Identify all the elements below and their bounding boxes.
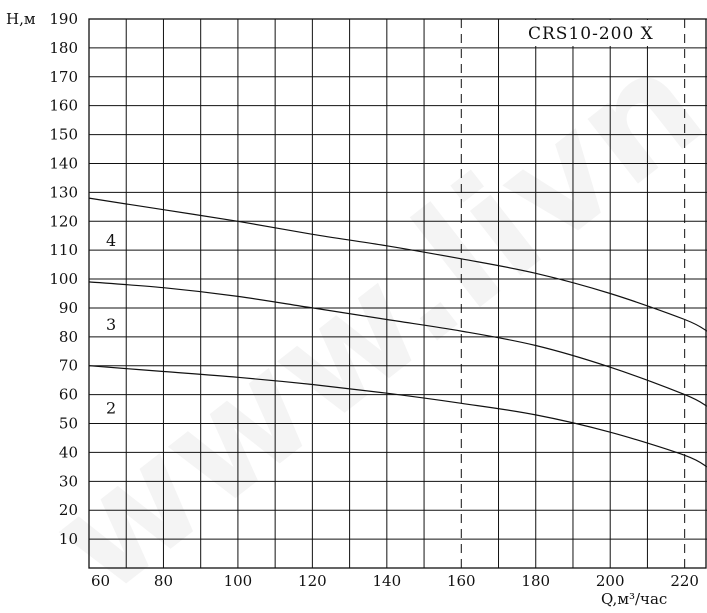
x-tick-180: 180 (521, 572, 550, 590)
x-tick-140: 140 (373, 572, 402, 590)
y-tick-50: 50 (59, 415, 78, 433)
y-tick-10: 10 (59, 530, 78, 548)
curve-2 (88, 365, 707, 468)
chart-title: CRS10-200 X (528, 24, 654, 44)
y-tick-120: 120 (49, 212, 78, 230)
curve-4 (88, 197, 707, 332)
x-axis-label: Q,м³/час (601, 590, 667, 608)
grid (89, 18, 707, 568)
y-tick-110: 110 (49, 241, 78, 259)
plot-frame (88, 18, 707, 569)
y-tick-labels: 10 20 30 40 50 60 70 80 90 100 110 120 130 140 150 160 1… (49, 10, 78, 548)
curve-label-2: 2 (106, 399, 116, 418)
curve-labels: 2 3 4 (106, 231, 116, 418)
y-tick-40: 40 (59, 443, 78, 461)
curve-label-3: 3 (106, 315, 116, 334)
y-tick-80: 80 (59, 328, 78, 346)
y-tick-30: 30 (59, 472, 78, 490)
y-tick-160: 160 (49, 97, 78, 115)
x-tick-220: 220 (670, 572, 699, 590)
y-tick-180: 180 (49, 39, 78, 57)
x-tick-200: 200 (596, 572, 625, 590)
y-tick-130: 130 (49, 183, 78, 201)
y-tick-90: 90 (59, 299, 78, 317)
watermark: www.livn (20, 17, 707, 613)
curve-label-4: 4 (106, 231, 116, 250)
curves (88, 197, 707, 468)
y-tick-20: 20 (59, 501, 78, 519)
y-tick-70: 70 (59, 357, 78, 375)
y-tick-190: 190 (49, 10, 78, 28)
y-tick-150: 150 (49, 126, 78, 144)
x-tick-60: 60 (91, 572, 110, 590)
x-tick-100: 100 (224, 572, 253, 590)
x-tick-80: 80 (154, 572, 173, 590)
curve-3 (88, 281, 707, 407)
x-tick-labels: 60 80 100 120 140 160 180 200 220 (91, 572, 699, 590)
y-tick-100: 100 (49, 270, 78, 288)
y-tick-140: 140 (49, 154, 78, 172)
x-tick-120: 120 (298, 572, 327, 590)
x-tick-160: 160 (447, 572, 476, 590)
title-background (514, 20, 678, 46)
y-tick-170: 170 (49, 68, 78, 86)
y-tick-60: 60 (59, 386, 78, 404)
y-axis-label: H,м (6, 10, 36, 28)
